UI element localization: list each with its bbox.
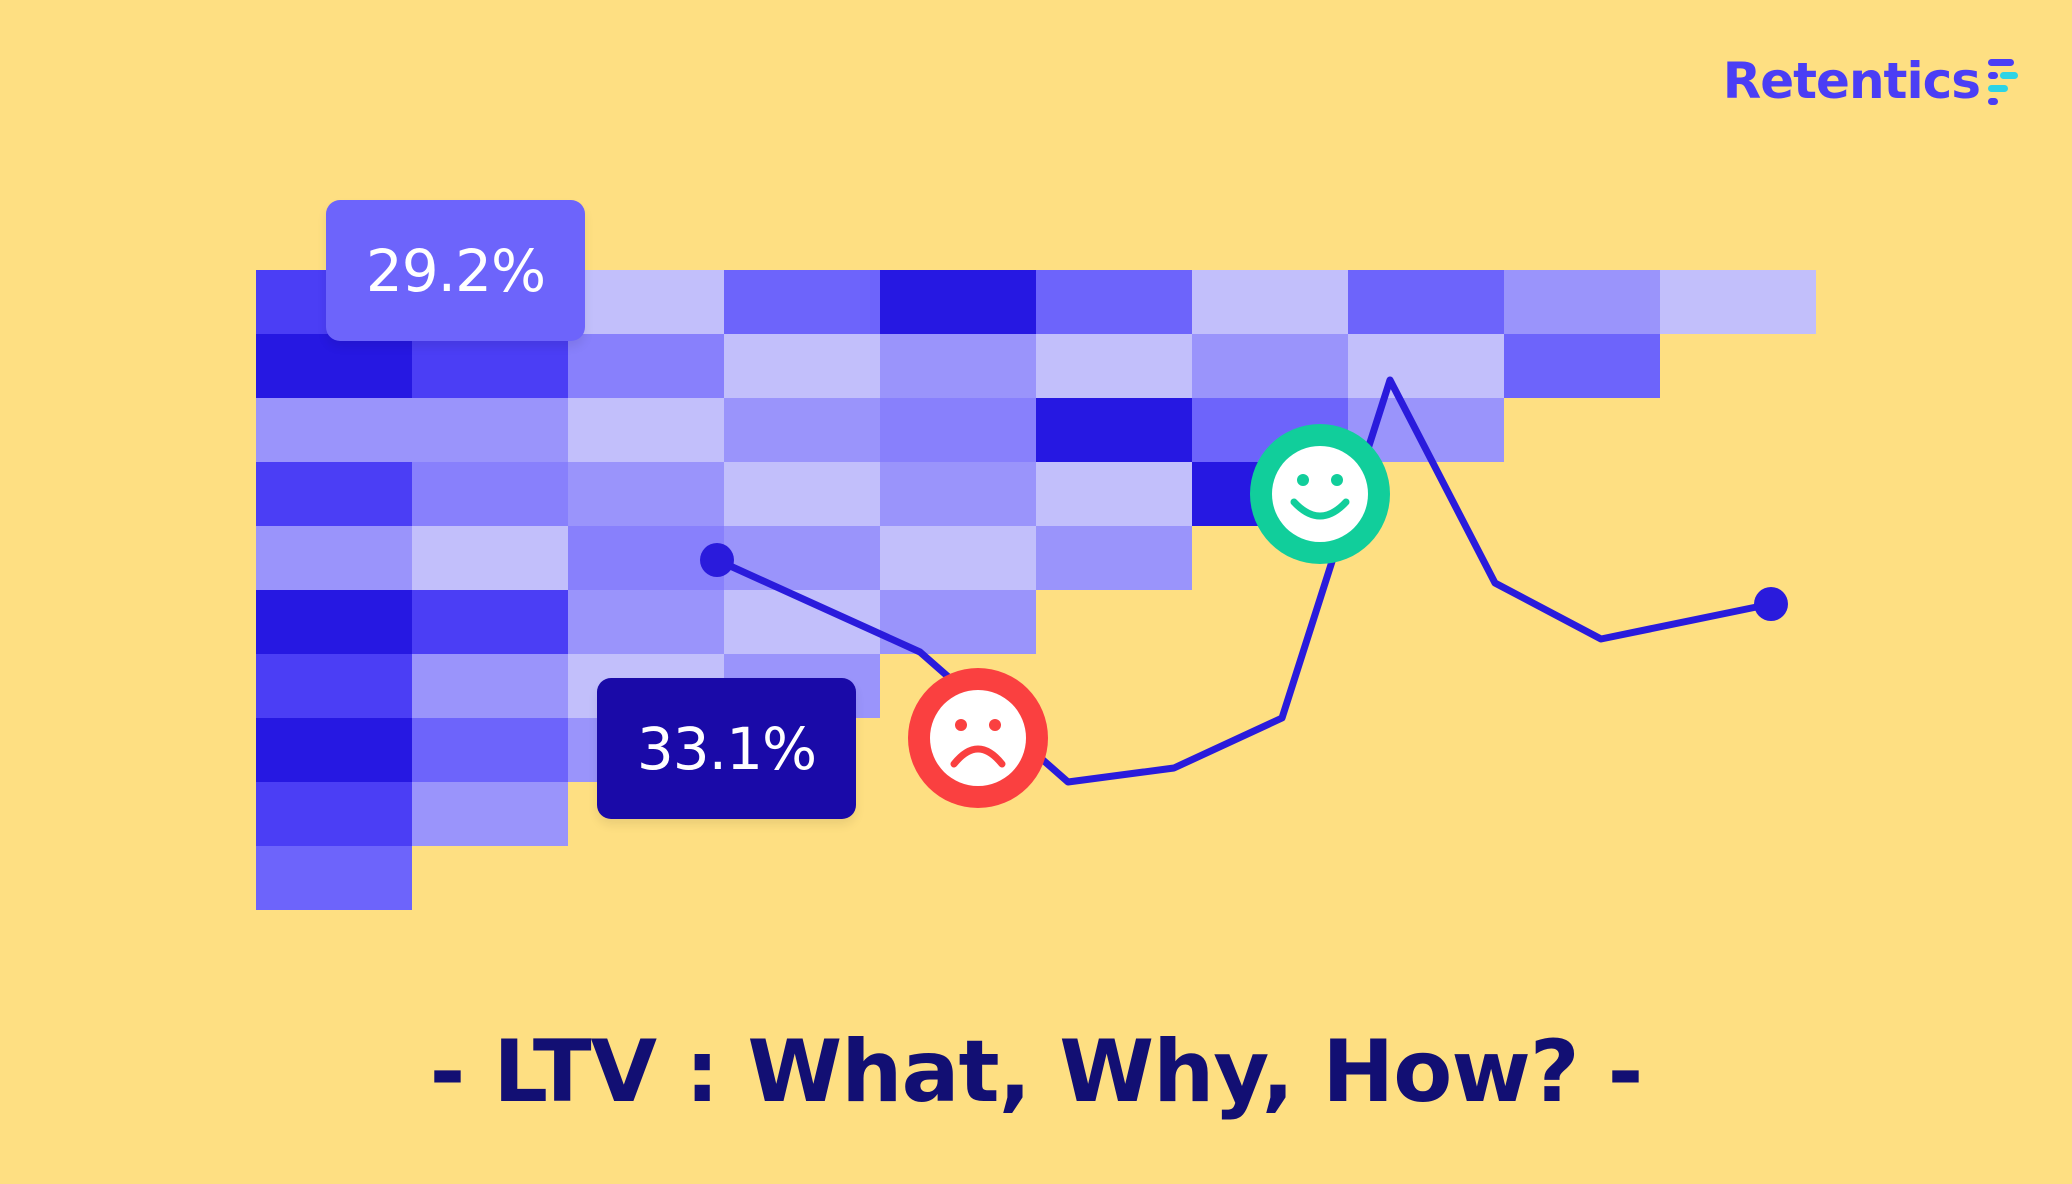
heatmap-cell [1348, 270, 1504, 334]
retention-badge-bottom: 33.1% [597, 678, 856, 819]
heatmap-cell [568, 270, 724, 334]
heatmap-cell [880, 526, 1036, 590]
heatmap-cell [256, 654, 412, 718]
heatmap-cell [412, 462, 568, 526]
heatmap-cell [568, 590, 724, 654]
heatmap-cell [880, 398, 1036, 462]
heatmap-cell [724, 398, 880, 462]
heatmap-cell [412, 782, 568, 846]
headline: - LTV : What, Why, How? - [429, 1022, 1644, 1122]
smiley-face-icon [1250, 424, 1390, 564]
heatmap-cell [880, 334, 1036, 398]
heatmap-cell [256, 590, 412, 654]
retention-badge-top: 29.2% [326, 200, 585, 341]
heatmap-cell [724, 334, 880, 398]
heatmap-cell [568, 462, 724, 526]
heatmap-cell [568, 398, 724, 462]
heatmap-cell [256, 334, 412, 398]
heatmap-cell [724, 526, 880, 590]
heatmap-cell [1348, 334, 1504, 398]
brand-name: Retentics [1722, 52, 1981, 110]
heatmap-cell [256, 462, 412, 526]
heatmap-cell [256, 846, 412, 910]
heatmap-cell [412, 334, 568, 398]
heatmap-cell [1660, 270, 1816, 334]
heatmap-cell [568, 334, 724, 398]
heatmap-cell [1036, 334, 1192, 398]
heatmap-cell [412, 654, 568, 718]
heatmap-cell [1192, 334, 1348, 398]
heatmap-cell [412, 398, 568, 462]
heatmap-cell [880, 462, 1036, 526]
heatmap-cell [724, 462, 880, 526]
heatmap-cell [1192, 270, 1348, 334]
heatmap-cell [256, 718, 412, 782]
heatmap-cell [412, 718, 568, 782]
heatmap-cell [412, 590, 568, 654]
heatmap-cell [256, 782, 412, 846]
heatmap-cell [1036, 526, 1192, 590]
trend-endpoint [700, 543, 734, 577]
heatmap-cell [880, 270, 1036, 334]
cohort-heatmap [256, 270, 1816, 910]
heatmap-cell [1036, 462, 1192, 526]
heatmap-cell [1036, 398, 1192, 462]
heatmap-cell [724, 270, 880, 334]
heatmap-cell [1504, 270, 1660, 334]
heatmap-cell [256, 398, 412, 462]
heatmap-cell [412, 526, 568, 590]
trend-endpoint [1754, 587, 1788, 621]
heatmap-cell [256, 526, 412, 590]
heatmap-cell [568, 526, 724, 590]
retentics-logo-icon [1988, 59, 2018, 105]
brand-logo: Retentics [1723, 52, 2020, 110]
heatmap-cell [1504, 334, 1660, 398]
sad-face-icon [908, 668, 1048, 808]
heatmap-cell [1036, 270, 1192, 334]
